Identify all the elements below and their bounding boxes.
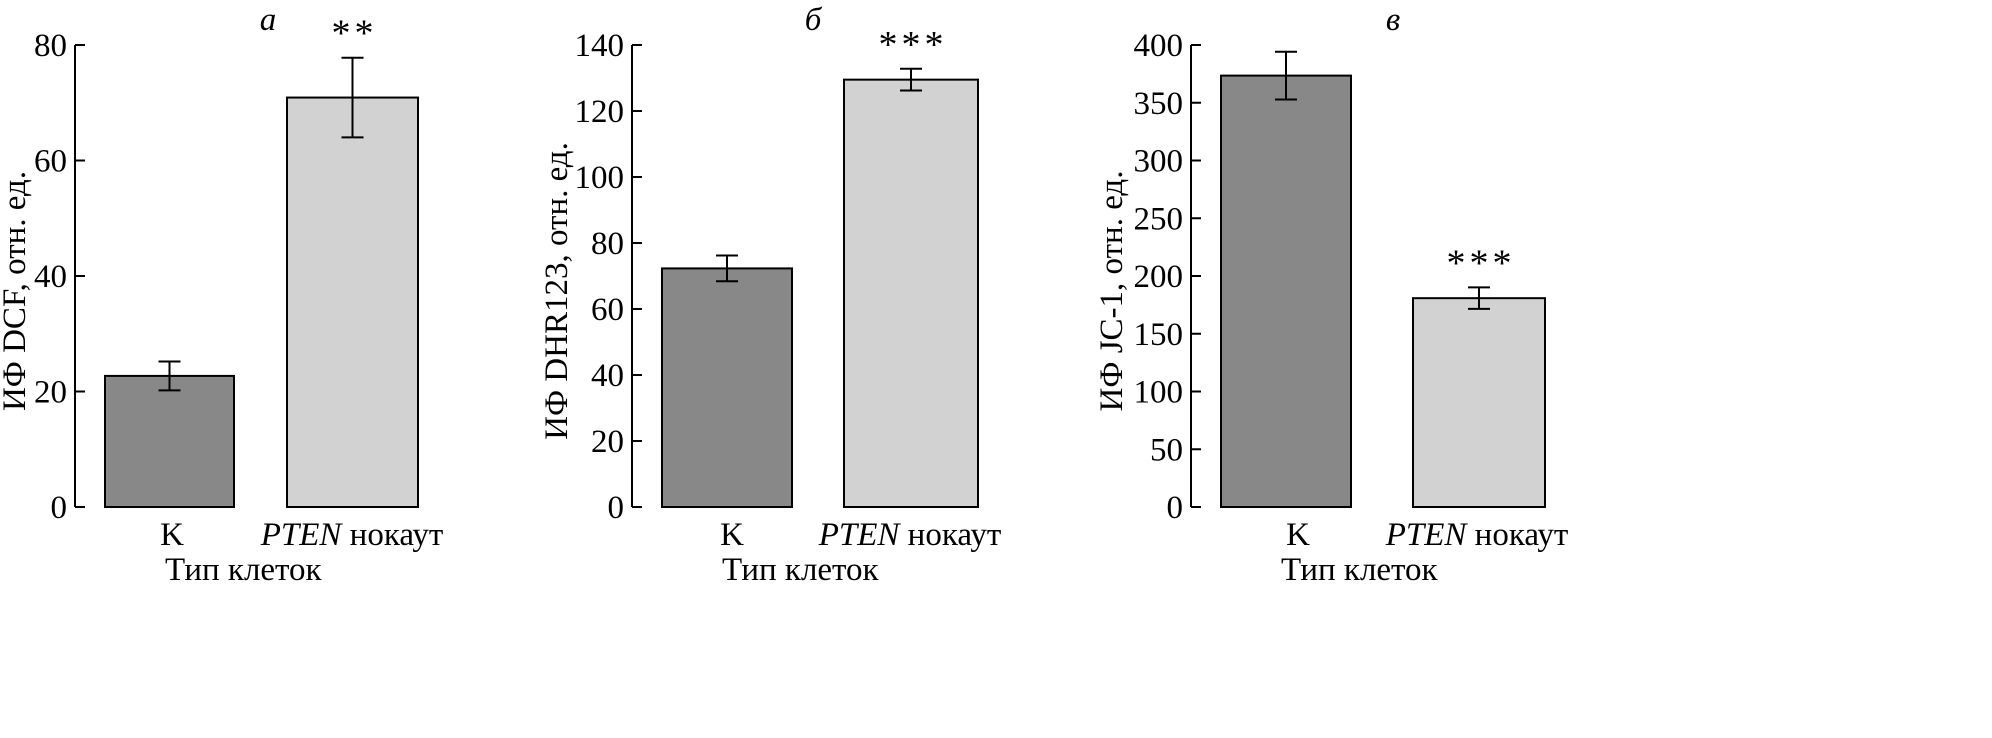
y-axis-title: ИФ DHR123, отн. ед.: [539, 142, 575, 440]
y-tick-label: 0: [1167, 490, 1184, 526]
y-tick-label: 150: [1134, 317, 1184, 353]
y-tick-label: 50: [1150, 432, 1183, 468]
y-tick-label: 80: [34, 28, 67, 64]
y-tick-label: 80: [591, 226, 624, 262]
y-tick-label: 20: [591, 424, 624, 460]
y-tick-label: 250: [1134, 201, 1184, 237]
panel-letter: б: [805, 2, 823, 38]
significance-mark: ***: [879, 24, 948, 66]
error-bar: [716, 254, 738, 283]
category-label: K: [160, 517, 184, 553]
error-bar: [900, 67, 922, 92]
x-axis-title: Тип клеток: [722, 552, 880, 588]
category-label: K: [720, 517, 744, 553]
y-tick-label: 40: [591, 358, 624, 394]
y-tick-label: 40: [34, 259, 67, 295]
y-tick-label: 300: [1134, 144, 1184, 180]
y-tick-label: 100: [1134, 375, 1184, 411]
y-tick-label: 0: [608, 490, 625, 526]
bar-pten-knockout: [843, 78, 979, 509]
chart-panel-3: 0 50 100 150 200 250 300 350 400 K *** PTEN нокаутТ…: [1094, 2, 1568, 588]
y-tick-label: 100: [575, 160, 625, 196]
x-axis-title: Тип клеток: [165, 552, 323, 588]
error-bar: [1468, 286, 1490, 310]
y-tick-label: 120: [575, 94, 625, 130]
y-tick-label: 0: [51, 490, 68, 526]
y-tick-label: 140: [575, 28, 625, 64]
bar-pten-knockout: [1412, 297, 1546, 508]
bar-control: [1220, 74, 1352, 508]
y-tick-label: 60: [34, 144, 67, 180]
y-axis-title: ИФ DCF, отн. ед.: [0, 171, 33, 411]
y-tick-label: 400: [1134, 28, 1184, 64]
y-tick-label: 20: [34, 375, 67, 411]
panel-letter: в: [1386, 2, 1400, 38]
category-label: PTEN нокаут: [818, 517, 1002, 553]
error-bar: [1275, 50, 1297, 101]
x-axis-title: Тип клеток: [1281, 552, 1439, 588]
y-tick-label: 350: [1134, 86, 1184, 122]
y-tick-label: 60: [591, 292, 624, 328]
error-bar: [341, 56, 364, 139]
bar-control: [104, 374, 235, 508]
significance-mark: **: [332, 13, 378, 55]
significance-mark: ***: [1447, 242, 1516, 284]
category-label: PTEN нокаут: [1385, 517, 1569, 553]
error-bar: [158, 360, 181, 392]
y-axis-title: ИФ JC-1, отн. ед.: [1094, 171, 1130, 412]
panel-letter: а: [260, 2, 277, 38]
bar-control: [661, 267, 793, 508]
category-label: PTEN нокаут: [260, 517, 444, 553]
bar-pten-knockout: [286, 96, 419, 509]
y-tick-label: 200: [1134, 259, 1184, 295]
category-label: K: [1286, 517, 1310, 553]
